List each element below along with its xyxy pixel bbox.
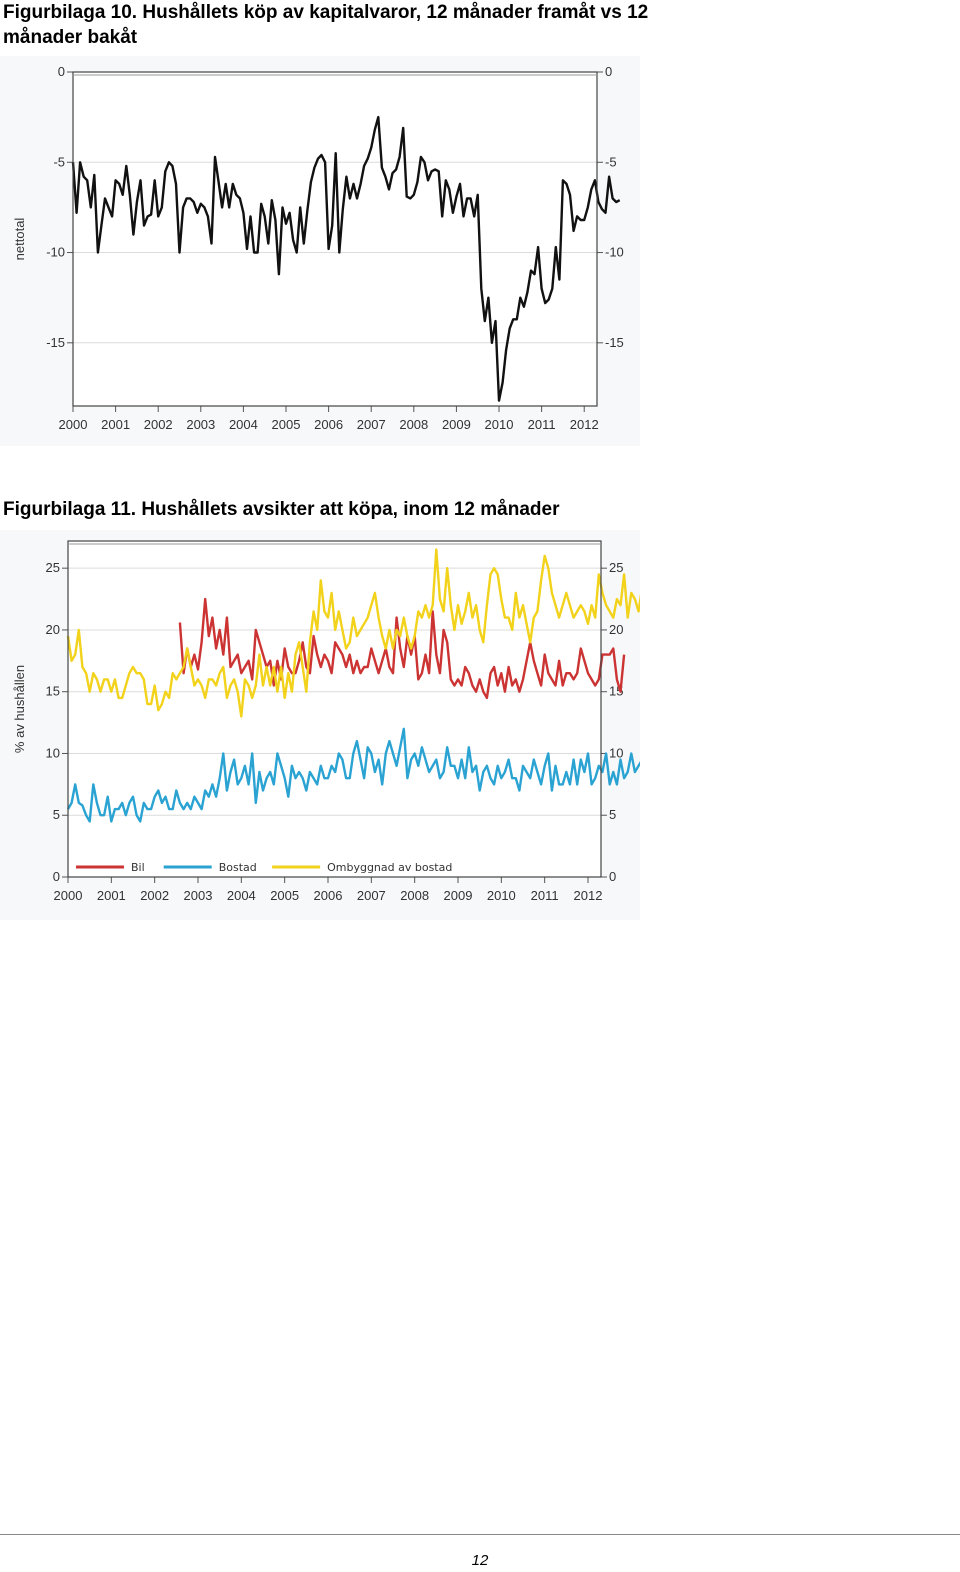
x-tick-label: 2000 <box>59 417 88 432</box>
y-tick-label-left: 0 <box>58 64 65 79</box>
y-tick-label-right: 10 <box>609 745 623 760</box>
series-line-bostad <box>66 727 640 823</box>
x-tick-label: 2011 <box>531 888 559 903</box>
x-tick-label: 2003 <box>186 417 215 432</box>
x-tick-label: 2010 <box>487 888 516 903</box>
x-tick-label: 2006 <box>314 417 343 432</box>
x-tick-label: 2009 <box>442 417 471 432</box>
x-tick-label: 2009 <box>444 888 473 903</box>
x-tick-label: 2003 <box>184 888 213 903</box>
y-tick-label-left: -15 <box>46 335 65 350</box>
x-tick-label: 2012 <box>574 888 603 903</box>
y-axis-label: nettotal <box>12 218 27 261</box>
y-tick-label-right: -15 <box>605 335 624 350</box>
x-tick-label: 2004 <box>227 888 256 903</box>
y-tick-label-left: 5 <box>53 807 60 822</box>
x-tick-label: 2005 <box>270 888 299 903</box>
y-tick-label-right: 5 <box>609 807 616 822</box>
x-tick-label: 2001 <box>101 417 130 432</box>
legend-label: Ombyggnad av bostad <box>327 861 452 874</box>
x-tick-label: 2007 <box>357 888 386 903</box>
y-tick-label-left: 0 <box>53 869 60 884</box>
series-line-bil <box>178 597 626 700</box>
y-tick-label-left: 20 <box>46 622 60 637</box>
plot-frame <box>67 540 602 878</box>
y-axis-label: % av hushållen <box>12 665 27 753</box>
y-tick-label-left: 10 <box>46 745 60 760</box>
plot-frame <box>72 71 598 407</box>
x-tick-label: 2002 <box>144 417 173 432</box>
x-tick-label: 2005 <box>272 417 301 432</box>
x-tick-label: 2011 <box>528 417 556 432</box>
series-line <box>71 115 621 402</box>
plot-area <box>68 541 601 877</box>
x-tick-label: 2012 <box>570 417 599 432</box>
x-tick-label: 2004 <box>229 417 258 432</box>
page-number: 12 <box>471 1552 489 1569</box>
x-tick-label: 2006 <box>314 888 343 903</box>
x-tick-label: 2008 <box>399 417 428 432</box>
x-tick-label: 2007 <box>357 417 386 432</box>
x-tick-label: 2002 <box>140 888 169 903</box>
x-tick-label: 2010 <box>485 417 514 432</box>
x-tick-label: 2001 <box>97 888 126 903</box>
figure-11-title: Figurbilaga 11. Hushållets avsikter att … <box>3 499 560 520</box>
figure-10-title: Figurbilaga 10. Hushållets köp av kapita… <box>3 2 649 48</box>
series-line-ombyggnad-av-bostad <box>66 548 640 718</box>
legend-label: Bil <box>131 861 145 874</box>
y-tick-label-left: -5 <box>53 154 65 169</box>
y-tick-label-right: 25 <box>609 560 623 575</box>
x-tick-label: 2008 <box>400 888 429 903</box>
x-tick-label: 2000 <box>54 888 83 903</box>
y-tick-label-left: 25 <box>46 560 60 575</box>
y-tick-label-right: 20 <box>609 622 623 637</box>
y-tick-label-left: 15 <box>46 684 60 699</box>
plot-area <box>73 72 597 406</box>
legend-label: Bostad <box>219 861 257 874</box>
y-tick-label-right: 0 <box>609 869 616 884</box>
chart-figure-10: 0 0 -5 -5 -10 -10 -15 -15 2000 2001 2002 2003 2004 20… <box>0 56 640 446</box>
y-tick-label-left: -10 <box>46 245 65 260</box>
y-tick-label-right: 0 <box>605 64 612 79</box>
footer-divider <box>0 1534 960 1535</box>
y-tick-label-right: -10 <box>605 245 624 260</box>
y-tick-label-right: -5 <box>605 154 617 169</box>
